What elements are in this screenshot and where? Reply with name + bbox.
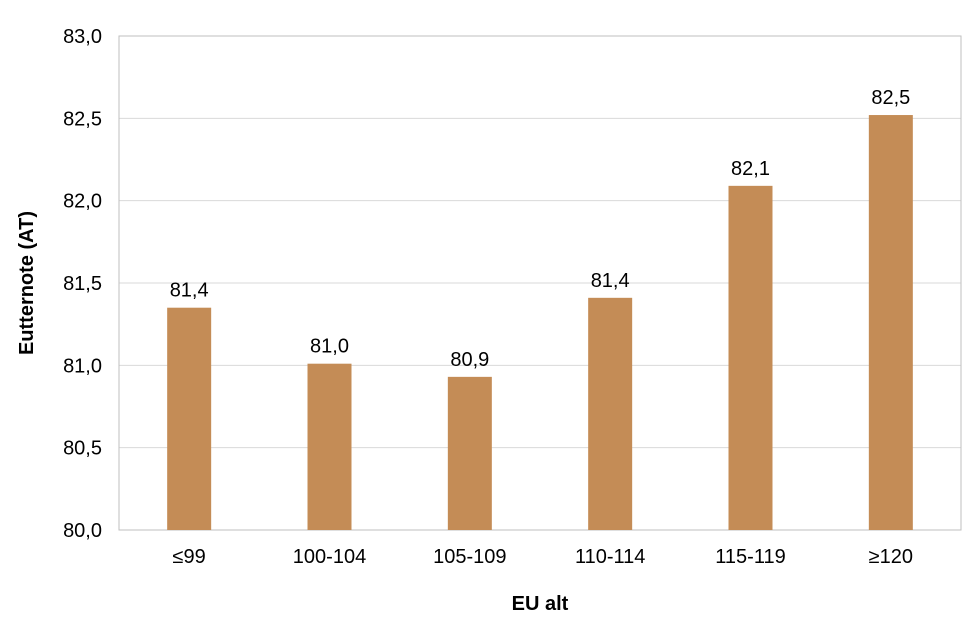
bar [588,297,633,530]
data-label: 80,9 [450,349,489,371]
bar [868,115,913,530]
y-tick-label: 82,5 [63,108,102,130]
y-tick-label: 83,0 [63,26,102,48]
y-axis-title: Eutternote (AT) [16,211,38,355]
plot-area-frame [118,35,962,531]
gridlines [119,117,961,449]
y-tick-label: 80,0 [63,520,102,542]
data-label: 81,0 [310,336,349,358]
y-tick-label: 82,0 [63,191,102,213]
y-tick-label: 80,5 [63,438,102,460]
y-tick-label: 81,5 [63,273,102,295]
data-label: 82,1 [731,158,770,180]
bar [447,376,492,530]
y-axis-tick-labels: 80,0 80,5 81,0 81,5 82,0 82,5 83,0 [63,26,102,542]
data-label: 81,4 [170,280,209,302]
bar [307,363,352,530]
data-labels: 81,4 81,0 80,9 81,4 82,1 82,5 [170,87,911,371]
x-tick-label: 110-114 [575,546,645,568]
data-label: 82,5 [871,87,910,109]
data-label: 81,4 [591,270,630,292]
x-tick-label: ≤99 [173,546,206,568]
x-tick-label: 100-104 [293,546,366,568]
x-axis-tick-labels: ≤99 100-104 105-109 110-114 115-119 ≥120 [173,546,913,568]
x-tick-label: ≥120 [869,546,913,568]
bars [167,115,913,530]
x-axis-title: EU alt [512,593,569,615]
bar [167,307,212,530]
x-tick-label: 105-109 [433,546,506,568]
x-tick-label: 115-119 [715,546,785,568]
bar [728,185,773,530]
y-tick-label: 81,0 [63,355,102,377]
